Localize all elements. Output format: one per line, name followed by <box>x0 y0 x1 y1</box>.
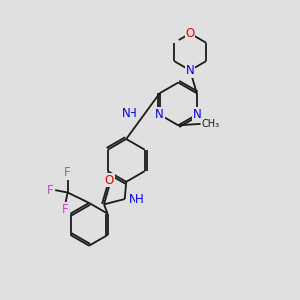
Text: F: F <box>46 184 53 196</box>
Text: H: H <box>128 106 137 120</box>
Text: N: N <box>186 64 194 77</box>
Text: O: O <box>105 173 114 187</box>
Text: O: O <box>185 27 195 40</box>
Text: H: H <box>135 193 144 206</box>
Text: N: N <box>155 108 164 121</box>
Text: CH₃: CH₃ <box>202 119 220 129</box>
Text: N: N <box>122 106 130 120</box>
Text: F: F <box>62 202 69 216</box>
Text: F: F <box>64 167 71 179</box>
Text: N: N <box>192 108 201 121</box>
Text: N: N <box>129 193 137 206</box>
